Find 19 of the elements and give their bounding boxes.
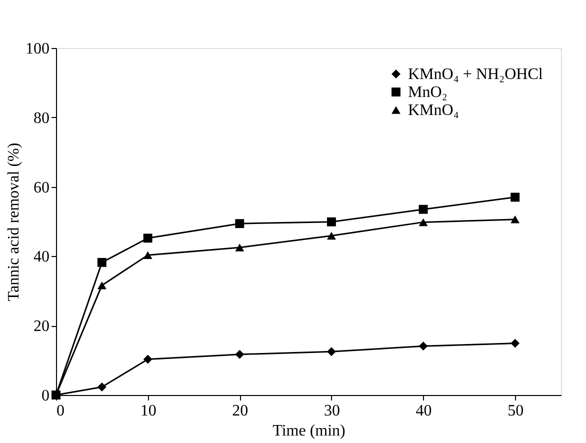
- x-tick-label: 20: [232, 402, 248, 420]
- x-tick-label: 30: [324, 402, 340, 420]
- x-tick-label: 10: [140, 402, 156, 420]
- legend-label: KMnO₄ + NH₂OHCl: [408, 66, 544, 83]
- legend-label: MnO₂: [408, 84, 448, 101]
- x-tick-label: 40: [416, 402, 432, 420]
- y-tick-label: 0: [42, 388, 50, 404]
- point: [510, 216, 520, 224]
- y-tick-label: 60: [34, 179, 50, 196]
- y-tick-label: 40: [34, 248, 50, 266]
- x-tick-label: 50: [508, 402, 524, 420]
- y-axis-title: Tannic acid removal (%): [6, 142, 22, 302]
- x-tick-label: 0: [56, 402, 64, 420]
- y-tick-label: 20: [34, 318, 50, 336]
- point: [510, 192, 520, 202]
- legend-label: KMnO₄: [408, 102, 460, 119]
- y-tick-label: 80: [34, 110, 50, 127]
- x-axis-title: Time (min): [272, 422, 346, 440]
- y-tick-label: 100: [26, 40, 50, 58]
